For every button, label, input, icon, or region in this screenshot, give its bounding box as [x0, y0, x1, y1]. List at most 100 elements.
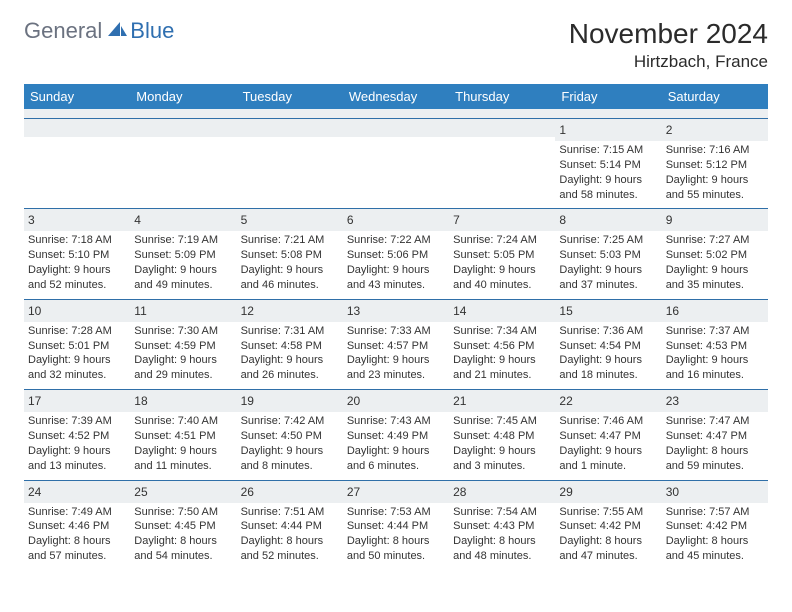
weekday-tuesday: Tuesday — [237, 84, 343, 109]
day-number-bar: 25 — [130, 480, 236, 503]
sunrise-text: Sunrise: 7:53 AM — [347, 505, 445, 520]
sunset-text: Sunset: 5:06 PM — [347, 248, 445, 263]
daylight-line1: Daylight: 9 hours — [347, 444, 445, 459]
empty-day-bar — [237, 119, 343, 137]
empty-day-bar — [130, 119, 236, 137]
day-number-bar: 13 — [343, 299, 449, 322]
sunset-text: Sunset: 4:46 PM — [28, 519, 126, 534]
day-number-bar: 21 — [449, 389, 555, 412]
day-number: 18 — [134, 394, 147, 408]
daylight-line2: and 55 minutes. — [666, 188, 764, 203]
sunrise-text: Sunrise: 7:22 AM — [347, 233, 445, 248]
sunset-text: Sunset: 4:45 PM — [134, 519, 232, 534]
day-number: 28 — [453, 485, 466, 499]
daylight-line2: and 13 minutes. — [28, 459, 126, 474]
sunrise-text: Sunrise: 7:15 AM — [559, 143, 657, 158]
daylight-line1: Daylight: 9 hours — [559, 173, 657, 188]
week-row: 24Sunrise: 7:49 AMSunset: 4:46 PMDayligh… — [24, 480, 768, 570]
day-cell: 22Sunrise: 7:46 AMSunset: 4:47 PMDayligh… — [555, 389, 661, 479]
daylight-line1: Daylight: 9 hours — [28, 444, 126, 459]
daylight-line1: Daylight: 8 hours — [28, 534, 126, 549]
day-cell: 2 Sunrise: 7:16 AMSunset: 5:12 PMDaylight… — [662, 119, 768, 208]
day-cell: 27 Sunrise: 7:53 AMSunset: 4:44 PMDayligh… — [343, 480, 449, 570]
day-details: Sunrise: 7:37 AMSunset: 4:53 PMDaylight:… — [662, 322, 768, 389]
day-number-bar: 3 — [24, 208, 130, 231]
day-number: 29 — [559, 485, 572, 499]
daylight-line2: and 16 minutes. — [666, 368, 764, 383]
day-details: Sunrise: 7:36 AMSunset: 4:54 PMDaylight:… — [555, 322, 661, 389]
day-number: 14 — [453, 304, 466, 318]
day-details: Sunrise: 7:39 AMSunset: 4:52 PMDaylight:… — [24, 412, 130, 479]
daylight-line1: Daylight: 8 hours — [347, 534, 445, 549]
sunrise-text: Sunrise: 7:42 AM — [241, 414, 339, 429]
sunrise-text: Sunrise: 7:40 AM — [134, 414, 232, 429]
sunrise-text: Sunrise: 7:28 AM — [28, 324, 126, 339]
day-number-bar: 16 — [662, 299, 768, 322]
daylight-line2: and 37 minutes. — [559, 278, 657, 293]
daylight-line1: Daylight: 9 hours — [666, 353, 764, 368]
day-number: 27 — [347, 485, 360, 499]
day-cell: 20Sunrise: 7:43 AMSunset: 4:49 PMDayligh… — [343, 389, 449, 479]
sunset-text: Sunset: 4:48 PM — [453, 429, 551, 444]
day-number: 30 — [666, 485, 679, 499]
day-details: Sunrise: 7:50 AMSunset: 4:45 PMDaylight:… — [130, 503, 236, 570]
sunset-text: Sunset: 4:44 PM — [347, 519, 445, 534]
day-details: Sunrise: 7:47 AMSunset: 4:47 PMDaylight:… — [662, 412, 768, 479]
sunrise-text: Sunrise: 7:45 AM — [453, 414, 551, 429]
weeks-container: 1 Sunrise: 7:15 AMSunset: 5:14 PMDaylight… — [24, 119, 768, 570]
sunset-text: Sunset: 5:09 PM — [134, 248, 232, 263]
sunset-text: Sunset: 4:43 PM — [453, 519, 551, 534]
daylight-line2: and 43 minutes. — [347, 278, 445, 293]
day-number-bar: 19 — [237, 389, 343, 412]
daylight-line2: and 26 minutes. — [241, 368, 339, 383]
day-number: 1 — [559, 123, 566, 137]
daylight-line2: and 1 minute. — [559, 459, 657, 474]
day-details: Sunrise: 7:33 AMSunset: 4:57 PMDaylight:… — [343, 322, 449, 389]
day-details: Sunrise: 7:16 AMSunset: 5:12 PMDaylight:… — [662, 141, 768, 208]
sunrise-text: Sunrise: 7:57 AM — [666, 505, 764, 520]
day-cell — [130, 119, 236, 208]
daylight-line2: and 18 minutes. — [559, 368, 657, 383]
day-cell: 12Sunrise: 7:31 AMSunset: 4:58 PMDayligh… — [237, 299, 343, 389]
sunrise-text: Sunrise: 7:50 AM — [134, 505, 232, 520]
sunrise-text: Sunrise: 7:18 AM — [28, 233, 126, 248]
day-cell: 23 Sunrise: 7:47 AMSunset: 4:47 PMDayligh… — [662, 389, 768, 479]
daylight-line2: and 40 minutes. — [453, 278, 551, 293]
daylight-line1: Daylight: 9 hours — [347, 353, 445, 368]
day-number: 2 — [666, 123, 673, 137]
daylight-line1: Daylight: 8 hours — [666, 444, 764, 459]
day-number-bar: 11 — [130, 299, 236, 322]
sunset-text: Sunset: 4:59 PM — [134, 339, 232, 354]
day-details: Sunrise: 7:40 AMSunset: 4:51 PMDaylight:… — [130, 412, 236, 479]
logo: General Blue — [24, 18, 174, 44]
weekday-header-row: Sunday Monday Tuesday Wednesday Thursday… — [24, 84, 768, 109]
daylight-line2: and 50 minutes. — [347, 549, 445, 564]
sunrise-text: Sunrise: 7:21 AM — [241, 233, 339, 248]
day-cell: 30Sunrise: 7:57 AMSunset: 4:42 PMDayligh… — [662, 480, 768, 570]
day-number-bar: 23 — [662, 389, 768, 412]
day-details: Sunrise: 7:46 AMSunset: 4:47 PMDaylight:… — [555, 412, 661, 479]
daylight-line1: Daylight: 9 hours — [134, 353, 232, 368]
day-details: Sunrise: 7:15 AMSunset: 5:14 PMDaylight:… — [555, 141, 661, 208]
day-details: Sunrise: 7:34 AMSunset: 4:56 PMDaylight:… — [449, 322, 555, 389]
day-number-bar: 28 — [449, 480, 555, 503]
daylight-line2: and 3 minutes. — [453, 459, 551, 474]
sunrise-text: Sunrise: 7:37 AM — [666, 324, 764, 339]
weekday-friday: Friday — [555, 84, 661, 109]
day-number-bar: 27 — [343, 480, 449, 503]
day-details: Sunrise: 7:54 AMSunset: 4:43 PMDaylight:… — [449, 503, 555, 570]
day-number-bar: 9 — [662, 208, 768, 231]
day-number-bar: 22 — [555, 389, 661, 412]
sunset-text: Sunset: 5:02 PM — [666, 248, 764, 263]
empty-day-bar — [343, 119, 449, 137]
day-number: 7 — [453, 213, 460, 227]
daylight-line1: Daylight: 9 hours — [347, 263, 445, 278]
daylight-line2: and 6 minutes. — [347, 459, 445, 474]
sunset-text: Sunset: 4:51 PM — [134, 429, 232, 444]
day-number-bar: 18 — [130, 389, 236, 412]
daylight-line2: and 48 minutes. — [453, 549, 551, 564]
sunset-text: Sunset: 4:50 PM — [241, 429, 339, 444]
sunrise-text: Sunrise: 7:39 AM — [28, 414, 126, 429]
sunset-text: Sunset: 4:47 PM — [559, 429, 657, 444]
day-number: 23 — [666, 394, 679, 408]
